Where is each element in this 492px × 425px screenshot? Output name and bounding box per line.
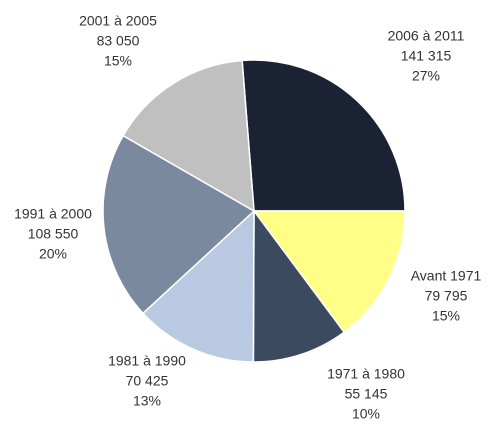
pie-slice: [122, 59, 255, 213]
pie-slice: [252, 210, 406, 334]
slice-percent: 15%: [432, 308, 460, 324]
slice-percent: 13%: [133, 393, 161, 409]
slice-value: 70 425: [126, 373, 169, 389]
slice-value: 55 145: [345, 386, 388, 402]
slice-value: 79 795: [425, 288, 468, 304]
slice-label: 1971 à 1980: [327, 366, 405, 382]
pie-slice: [241, 59, 406, 212]
slice-label: 1991 à 2000: [14, 206, 92, 222]
slice-label: Avant 1971: [411, 268, 482, 284]
slice-value: 108 550: [28, 226, 79, 242]
pie-slice: [141, 209, 255, 363]
slice-label: 2001 à 2005: [79, 13, 157, 29]
slice-value: 141 315: [401, 48, 452, 64]
slice-percent: 20%: [39, 246, 67, 262]
slice-percent: 15%: [104, 53, 132, 69]
slice-label: 1981 à 1990: [108, 353, 186, 369]
slice-percent: 27%: [412, 68, 440, 84]
slice-value: 83 050: [97, 33, 140, 49]
slice-percent: 10%: [352, 406, 380, 422]
pie-slice: [102, 134, 256, 315]
pie-slice: [252, 208, 346, 363]
slice-label: 2006 à 2011: [388, 28, 465, 44]
